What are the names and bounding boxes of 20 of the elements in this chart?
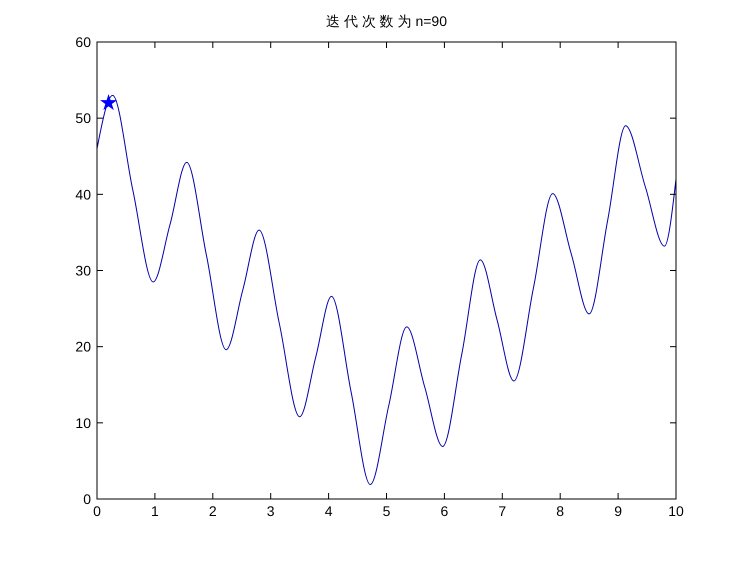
y-tick-label: 20 [75,338,92,355]
y-tick-label: 40 [75,186,92,202]
x-tick-label: 3 [266,503,275,519]
x-tick-label: 1 [151,503,159,519]
x-tick-label: 8 [556,503,564,519]
x-tick-label: 6 [440,503,448,519]
x-tick-label: 0 [93,503,102,519]
x-tick-label: 9 [614,503,622,519]
y-tick-label: 60 [75,34,92,50]
y-tick-label: 0 [83,491,92,507]
line-series [97,94,676,486]
x-tick-label: 7 [498,503,506,519]
y-tick-label: 10 [75,414,92,431]
y-tick-label: 50 [75,110,92,126]
y-tick-label: 30 [75,262,92,278]
chart-title: 迭 代 次 数 为 n=90 [326,13,448,29]
x-tick-label: 5 [382,503,391,519]
x-tick-label: 4 [324,503,333,519]
x-tick-label: 10 [668,503,684,519]
x-tick-label: 2 [208,503,217,519]
